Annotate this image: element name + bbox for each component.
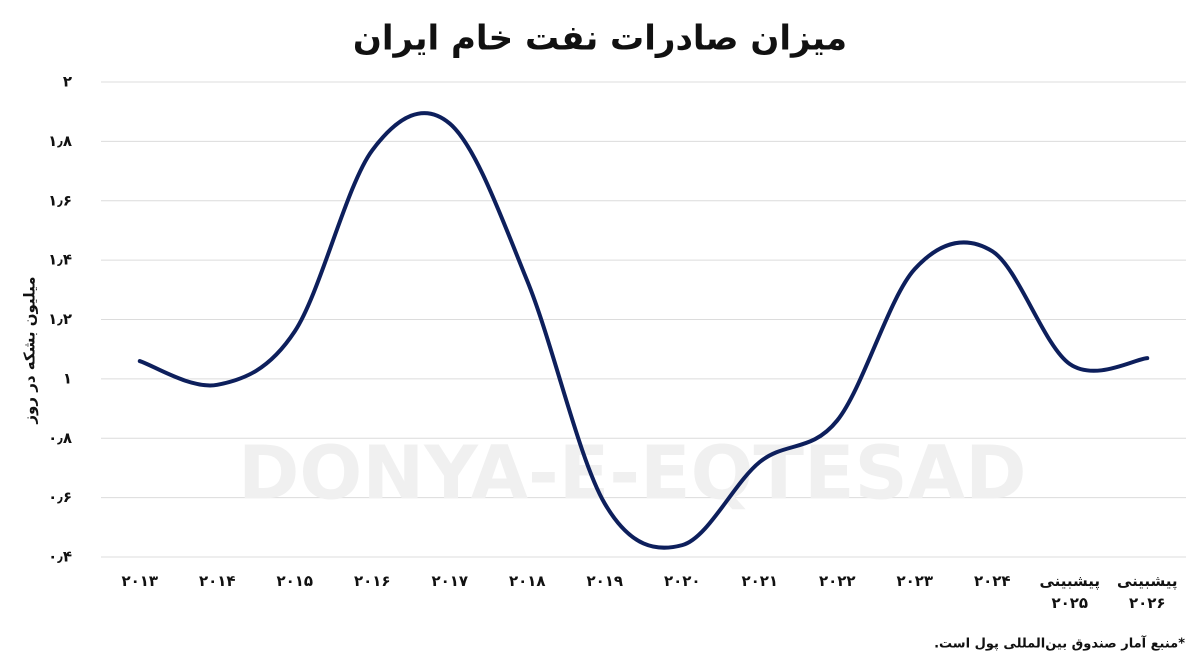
x-tick-label: ۲۰۲۳ [896, 572, 934, 590]
y-tick-label: ۱ [63, 369, 72, 387]
y-tick-label: ۱٫۶ [48, 191, 72, 209]
data-line [137, 111, 1150, 550]
y-tick-label: ۰٫۶ [48, 488, 72, 506]
x-tick-label: ۲۰۲۰ [663, 572, 701, 590]
x-tick-label: ۲۰۲۲ [818, 572, 856, 590]
y-tick-label: ۲ [63, 73, 72, 91]
chart-title: میزان صادرات نفت خام ایران [353, 19, 847, 59]
x-tick-label: ۲۰۱۶ [353, 572, 391, 590]
x-tick-label: ۲۰۱۸ [508, 572, 546, 590]
y-axis-label: میلیون بشکه در روز [21, 276, 39, 424]
y-tick-label: ۰٫۴ [48, 548, 72, 566]
x-tick-label: ۲۰۱۵ [276, 572, 314, 590]
grid [101, 81, 1186, 558]
watermark: DONYA-E-EQTESAD [238, 431, 1027, 517]
x-tick-label: ۲۰۱۹ [586, 572, 624, 590]
y-tick-label: ۱٫۲ [48, 310, 72, 328]
x-tick-label: ۲۰۱۴ [198, 572, 236, 590]
x-tick-label: ۲۰۲۴ [973, 572, 1011, 590]
y-tick-label: ۱٫۸ [48, 132, 72, 150]
x-tick-label: ۲۰۲۱ [741, 572, 779, 590]
x-tick-label: ۲۰۱۷ [431, 572, 469, 590]
x-tick-label: پیشبینی ۲۰۲۶ [1116, 572, 1178, 612]
y-tick-label: ۰٫۸ [48, 429, 72, 447]
footnote: *منبع آمار صندوق بین‌المللی پول است. [934, 635, 1185, 652]
x-tick-label: ۲۰۱۳ [121, 572, 159, 590]
y-tick-label: ۱٫۴ [48, 251, 72, 269]
x-tick-label: پیشبینی ۲۰۲۵ [1039, 572, 1101, 612]
